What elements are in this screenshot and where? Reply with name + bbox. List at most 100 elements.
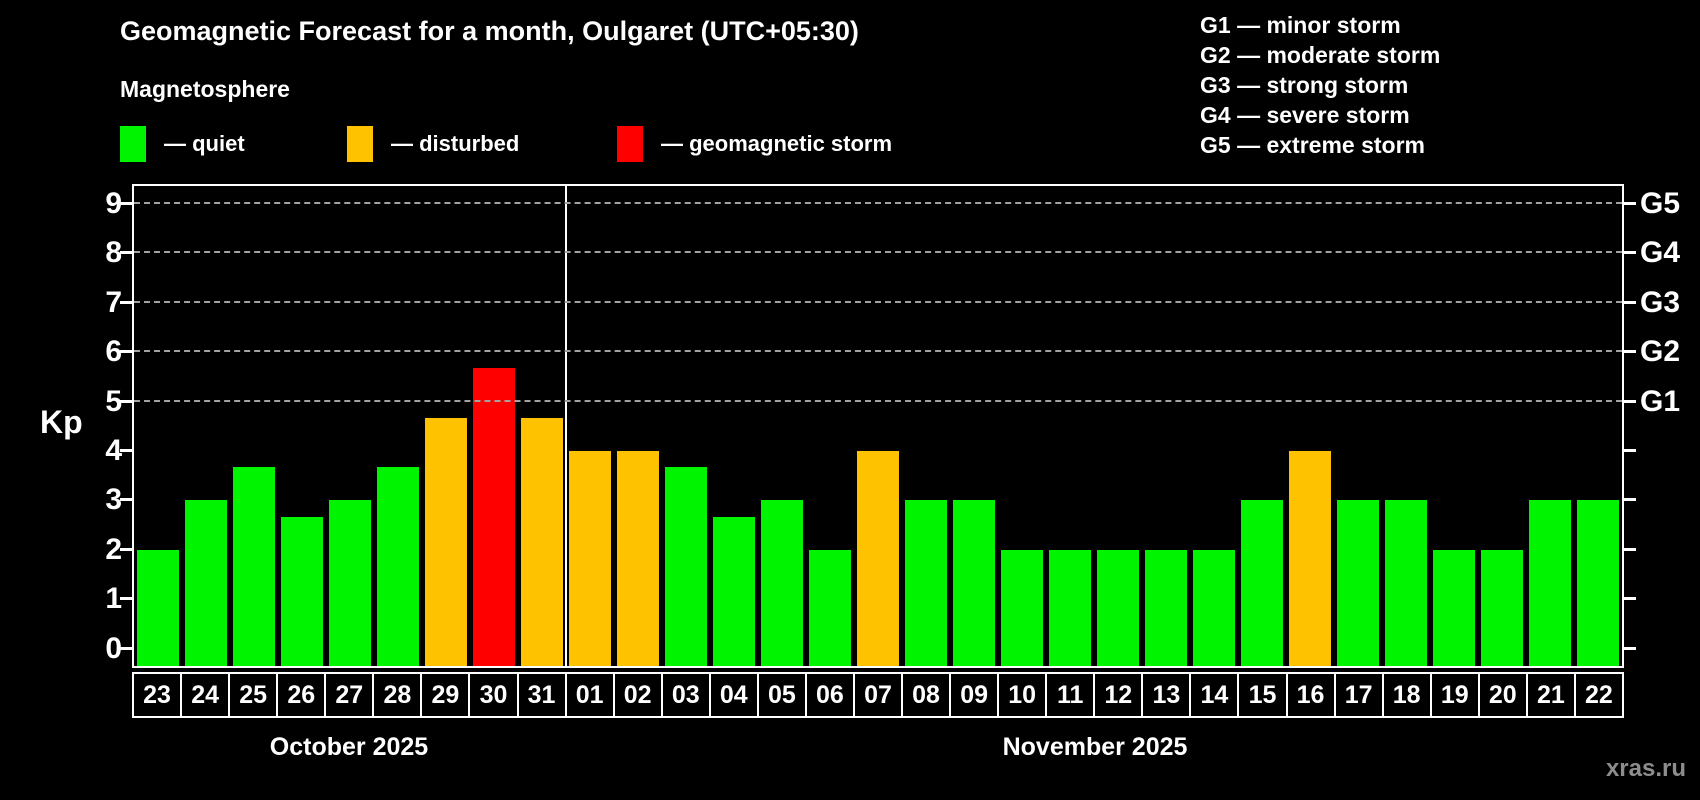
g-legend-line-g2: G2 — moderate storm <box>1200 42 1441 68</box>
left-axis-tick-2 <box>120 547 132 551</box>
day-label-27: 27 <box>324 674 372 716</box>
bar-color-legend: — quiet — disturbed — geomagnetic storm <box>0 126 1700 166</box>
bar-slot-day-18 <box>1382 186 1430 666</box>
watermark-xras: xras.ru <box>1605 755 1686 782</box>
disturbed-color-swatch <box>347 126 373 162</box>
y-tick-label-5: 5 <box>105 384 122 418</box>
month-separator-line <box>565 186 567 666</box>
bar-slot-day-20 <box>1478 186 1526 666</box>
bar-slot-day-13 <box>1142 186 1190 666</box>
day-label-19: 19 <box>1429 674 1478 716</box>
right-axis-tick-9 <box>1624 201 1636 205</box>
bar-day-01 <box>569 450 611 666</box>
bar-slot-day-31 <box>518 186 566 666</box>
bar-slot-day-10 <box>998 186 1046 666</box>
bar-slot-day-04 <box>710 186 758 666</box>
month-label-october: October 2025 <box>269 733 429 761</box>
y-tick-label-8: 8 <box>105 236 122 270</box>
bar-slot-day-30 <box>470 186 518 666</box>
g-axis-label-g2: G2 <box>1640 335 1681 369</box>
left-axis-tick-1 <box>120 597 132 601</box>
bar-day-17 <box>1337 500 1379 666</box>
bar-slot-day-08 <box>902 186 950 666</box>
right-axis-tick-5 <box>1624 399 1636 403</box>
day-label-02: 02 <box>612 674 661 716</box>
bar-slot-day-05 <box>758 186 806 666</box>
bar-day-09 <box>953 500 995 666</box>
day-label-14: 14 <box>1189 674 1237 716</box>
bar-slot-day-06 <box>806 186 854 666</box>
left-axis-tick-8 <box>120 251 132 255</box>
left-axis-tick-9 <box>120 201 132 205</box>
legend-item-disturbed: — disturbed <box>347 126 519 162</box>
bar-day-22 <box>1577 500 1619 666</box>
left-axis-tick-7 <box>120 300 132 304</box>
g-legend-line-g4: G4 — severe storm <box>1200 102 1410 128</box>
y-tick-label-9: 9 <box>105 186 122 220</box>
day-label-23: 23 <box>143 680 171 709</box>
bar-day-12 <box>1097 549 1139 666</box>
left-axis-tick-3 <box>120 498 132 502</box>
y-tick-label-2: 2 <box>105 532 122 566</box>
bar-slot-day-01 <box>566 186 614 666</box>
bar-day-29 <box>425 417 467 666</box>
g-axis-labels: G1 G2 G3 G4 G5 <box>1640 186 1700 666</box>
day-label-30: 30 <box>468 674 516 716</box>
bar-day-23 <box>137 549 179 666</box>
right-axis-tick-0 <box>1624 646 1636 650</box>
day-label-07: 07 <box>852 674 901 716</box>
y-axis-title-kp: Kp <box>40 404 83 440</box>
right-axis-tick-7 <box>1624 300 1636 304</box>
bar-slot-day-02 <box>614 186 662 666</box>
day-label-01: 01 <box>564 674 613 716</box>
bar-day-24 <box>185 500 227 666</box>
bar-slot-day-21 <box>1526 186 1574 666</box>
bar-slot-day-23 <box>134 186 182 666</box>
bar-day-04 <box>713 516 755 666</box>
page-title: Geomagnetic Forecast for a month, Oulgar… <box>120 16 859 46</box>
y-axis-tick-labels: 0 1 2 3 4 5 6 7 8 9 <box>70 186 122 666</box>
left-axis-tick-6 <box>120 350 132 354</box>
bar-day-10 <box>1001 549 1043 666</box>
gridline-kp-5 <box>134 399 1622 402</box>
day-label-11: 11 <box>1045 674 1093 716</box>
g-legend-line-g1: G1 — minor storm <box>1200 12 1401 38</box>
bar-day-27 <box>329 500 371 666</box>
day-label-24: 24 <box>180 674 228 716</box>
right-axis-tick-1 <box>1624 597 1636 601</box>
bar-day-16 <box>1289 450 1331 666</box>
bar-slot-day-22 <box>1574 186 1622 666</box>
legend-label-disturbed: — disturbed <box>391 131 520 156</box>
bar-slot-day-17 <box>1334 186 1382 666</box>
g-scale-legend: G1 — minor storm G2 — moderate storm G3 … <box>1200 10 1440 160</box>
bars-row <box>134 186 1622 666</box>
y-tick-label-3: 3 <box>105 483 122 517</box>
g-legend-line-g3: G3 — strong storm <box>1200 72 1409 98</box>
month-label-november: November 2025 <box>1002 733 1188 761</box>
bar-day-30 <box>473 368 515 666</box>
day-label-26: 26 <box>276 674 324 716</box>
day-label-10: 10 <box>997 674 1045 716</box>
y-tick-label-4: 4 <box>105 433 122 467</box>
g-axis-label-g1: G1 <box>1640 384 1681 418</box>
subtitle-magnetosphere: Magnetosphere <box>120 76 290 102</box>
bar-day-31 <box>521 417 563 666</box>
bar-day-18 <box>1385 500 1427 666</box>
gridline-kp-6 <box>134 350 1622 353</box>
day-label-17: 17 <box>1333 674 1382 716</box>
bar-slot-day-12 <box>1094 186 1142 666</box>
bar-day-21 <box>1529 500 1571 666</box>
bar-day-03 <box>665 467 707 666</box>
y-tick-label-7: 7 <box>105 285 122 319</box>
gridline-kp-9 <box>134 201 1622 204</box>
right-axis-tick-2 <box>1624 547 1636 551</box>
day-label-28: 28 <box>372 674 420 716</box>
day-label-05: 05 <box>756 674 805 716</box>
bar-slot-day-15 <box>1238 186 1286 666</box>
bar-slot-day-14 <box>1190 186 1238 666</box>
left-axis-tick-4 <box>120 448 132 452</box>
bar-day-06 <box>809 549 851 666</box>
bar-slot-day-19 <box>1430 186 1478 666</box>
bar-slot-day-09 <box>950 186 998 666</box>
